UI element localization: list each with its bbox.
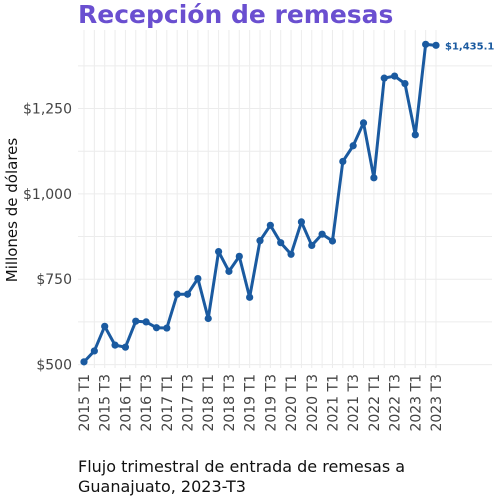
grid-lines bbox=[78, 30, 492, 368]
data-point bbox=[204, 314, 212, 323]
data-point bbox=[132, 317, 140, 325]
data-point bbox=[359, 119, 368, 127]
data-point bbox=[163, 324, 171, 332]
data-point bbox=[142, 318, 150, 326]
data-point bbox=[287, 250, 295, 258]
x-tick-label: 2018 T1 bbox=[201, 374, 217, 432]
x-tick-label: 2020 T3 bbox=[305, 374, 321, 432]
data-point bbox=[235, 252, 243, 260]
chart-title: Recepción de remesas bbox=[78, 0, 394, 29]
data-point bbox=[111, 341, 119, 349]
data-point bbox=[246, 293, 254, 301]
data-point bbox=[318, 230, 326, 238]
x-tick-label: 2019 T1 bbox=[243, 374, 259, 432]
data-point bbox=[80, 358, 88, 366]
x-tick-label: 2015 T3 bbox=[98, 374, 114, 432]
y-tick-label: $750 bbox=[36, 272, 72, 288]
x-tick-label: 2020 T1 bbox=[284, 374, 300, 432]
y-tick-label: $1,250 bbox=[23, 102, 72, 118]
data-point bbox=[194, 274, 202, 283]
chart-caption: Flujo trimestral de entrada de remesas a… bbox=[78, 457, 406, 496]
data-point bbox=[277, 239, 285, 247]
y-tick-label: $1,000 bbox=[23, 187, 72, 203]
y-tick-label: $500 bbox=[36, 358, 72, 374]
data-point bbox=[339, 157, 347, 166]
data-point bbox=[297, 218, 306, 226]
data-point bbox=[380, 74, 388, 82]
data-point bbox=[308, 241, 316, 250]
x-tick-label: 2021 T1 bbox=[325, 374, 341, 432]
x-tick-label: 2016 T1 bbox=[118, 374, 134, 432]
data-point bbox=[401, 80, 409, 88]
data-point bbox=[370, 174, 378, 182]
data-point bbox=[183, 290, 192, 298]
data-point bbox=[90, 347, 98, 355]
data-point bbox=[121, 343, 130, 351]
end-value-label: $1,435.1 bbox=[445, 41, 494, 52]
data-point bbox=[266, 221, 274, 229]
data-point bbox=[411, 131, 419, 139]
x-tick-label: 2019 T3 bbox=[263, 374, 279, 432]
x-tick-label: 2023 T1 bbox=[408, 374, 424, 432]
x-tick-label: 2018 T3 bbox=[222, 374, 238, 432]
data-point bbox=[390, 72, 399, 80]
data-point bbox=[101, 322, 109, 330]
data-point bbox=[152, 324, 161, 332]
y-axis-label: Millones de dólares bbox=[3, 138, 21, 283]
x-tick-label: 2017 T3 bbox=[181, 374, 197, 432]
x-tick-label: 2022 T3 bbox=[388, 374, 404, 432]
x-tick-label: 2016 T3 bbox=[139, 374, 155, 432]
x-tick-label: 2017 T1 bbox=[160, 374, 176, 432]
data-point bbox=[349, 142, 357, 150]
data-point bbox=[214, 247, 223, 256]
x-tick-label: 2015 T1 bbox=[77, 374, 93, 432]
x-tick-label: 2021 T3 bbox=[346, 374, 362, 432]
x-axis-ticks: 2015 T1 2015 T3 2016 T1 2016 T3 2017 T1 2017 … bbox=[77, 374, 445, 432]
data-point bbox=[328, 237, 337, 245]
x-tick-label: 2022 T1 bbox=[367, 374, 383, 432]
data-point bbox=[432, 41, 440, 49]
data-point bbox=[422, 40, 430, 48]
data-points bbox=[80, 40, 440, 366]
y-axis-ticks: $500 $750 $1,000 $1,250 bbox=[23, 102, 72, 374]
data-point bbox=[225, 267, 233, 275]
data-point bbox=[173, 290, 181, 298]
x-tick-label: 2023 T3 bbox=[429, 374, 445, 432]
data-point bbox=[256, 237, 264, 245]
